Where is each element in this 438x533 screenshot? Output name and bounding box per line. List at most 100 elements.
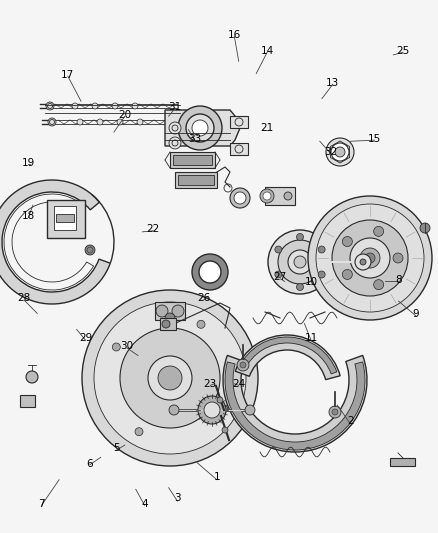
Text: 24: 24 (232, 379, 245, 389)
Text: 29: 29 (79, 334, 92, 343)
Circle shape (360, 259, 366, 265)
Text: 8: 8 (395, 275, 402, 285)
Circle shape (355, 254, 371, 270)
Polygon shape (175, 172, 217, 188)
Bar (54, 206, 76, 230)
Circle shape (135, 427, 143, 435)
Circle shape (230, 188, 250, 208)
Circle shape (178, 106, 222, 150)
Polygon shape (170, 152, 215, 168)
Circle shape (172, 305, 184, 317)
Circle shape (332, 220, 408, 296)
Circle shape (92, 103, 98, 109)
Circle shape (263, 192, 271, 200)
Circle shape (294, 256, 306, 268)
Bar (56, 214, 74, 222)
Circle shape (318, 246, 325, 253)
Text: 28: 28 (18, 294, 31, 303)
Circle shape (169, 137, 181, 149)
Bar (265, 187, 295, 205)
Bar (352, 252, 374, 272)
Bar (160, 318, 176, 330)
Circle shape (374, 280, 384, 289)
Circle shape (48, 118, 56, 126)
Circle shape (297, 233, 304, 240)
Bar (47, 200, 85, 238)
Circle shape (120, 328, 220, 428)
Text: 20: 20 (118, 110, 131, 119)
Text: 10: 10 (304, 278, 318, 287)
Circle shape (374, 227, 384, 236)
Text: 27: 27 (274, 272, 287, 282)
Bar (230, 143, 248, 155)
Circle shape (275, 271, 282, 278)
Text: 2: 2 (347, 416, 354, 426)
Wedge shape (235, 335, 340, 379)
Circle shape (192, 120, 208, 136)
Text: 6: 6 (86, 459, 93, 469)
Circle shape (82, 290, 258, 466)
Circle shape (335, 147, 345, 157)
Bar (178, 175, 214, 185)
Circle shape (360, 248, 380, 268)
Circle shape (260, 189, 274, 203)
Text: 7: 7 (38, 499, 45, 508)
Circle shape (297, 284, 304, 290)
Circle shape (237, 359, 249, 371)
Circle shape (87, 247, 93, 253)
Circle shape (288, 250, 312, 274)
Circle shape (199, 261, 221, 283)
Text: 25: 25 (396, 46, 410, 55)
Circle shape (343, 237, 352, 247)
Circle shape (393, 253, 403, 263)
Circle shape (308, 196, 432, 320)
Circle shape (26, 371, 38, 383)
Circle shape (204, 402, 220, 418)
Circle shape (169, 122, 181, 134)
Circle shape (331, 143, 349, 161)
Circle shape (316, 204, 424, 312)
Text: 19: 19 (22, 158, 35, 167)
Bar (230, 116, 248, 128)
Polygon shape (165, 110, 240, 146)
Text: 11: 11 (304, 334, 318, 343)
Text: 4: 4 (141, 499, 148, 508)
Circle shape (132, 103, 138, 109)
Text: 5: 5 (113, 443, 120, 453)
Circle shape (97, 119, 103, 125)
Text: 33: 33 (188, 134, 201, 143)
Circle shape (162, 320, 170, 328)
Circle shape (332, 409, 338, 415)
Polygon shape (390, 458, 415, 466)
Circle shape (112, 103, 118, 109)
Circle shape (165, 313, 175, 323)
Text: 13: 13 (326, 78, 339, 87)
Circle shape (240, 362, 246, 368)
Text: 17: 17 (61, 70, 74, 79)
Circle shape (117, 119, 123, 125)
Circle shape (156, 305, 168, 317)
Text: 9: 9 (413, 310, 420, 319)
Circle shape (318, 271, 325, 278)
Text: 16: 16 (228, 30, 241, 39)
Circle shape (77, 119, 83, 125)
Circle shape (46, 102, 54, 110)
Circle shape (112, 343, 120, 351)
Circle shape (94, 302, 246, 454)
Circle shape (343, 270, 352, 279)
Polygon shape (20, 395, 35, 407)
Text: 14: 14 (261, 46, 274, 55)
Circle shape (326, 138, 354, 166)
Circle shape (217, 397, 223, 403)
Circle shape (169, 405, 179, 415)
Circle shape (245, 405, 255, 415)
Circle shape (72, 103, 78, 109)
Circle shape (275, 246, 282, 253)
Circle shape (192, 254, 228, 290)
Circle shape (222, 427, 228, 433)
Circle shape (365, 253, 375, 263)
Wedge shape (225, 362, 365, 450)
Text: 21: 21 (261, 123, 274, 133)
Text: 26: 26 (197, 294, 210, 303)
Circle shape (420, 223, 430, 233)
